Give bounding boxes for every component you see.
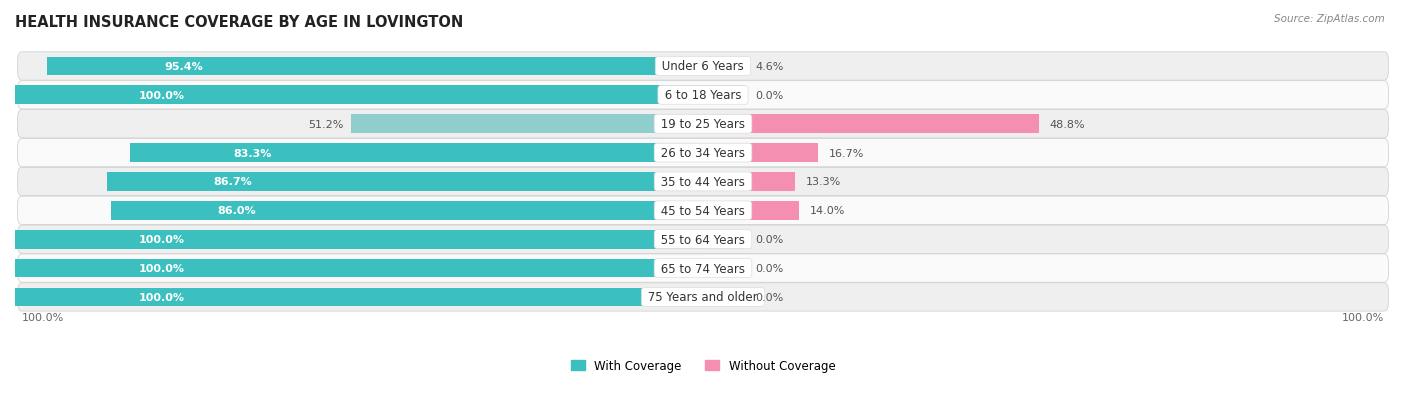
Bar (703, 259, 744, 278)
Bar (129, 144, 703, 163)
Bar (111, 202, 703, 220)
Bar (703, 173, 794, 191)
Text: 0.0%: 0.0% (755, 90, 783, 101)
Text: 86.0%: 86.0% (218, 206, 256, 216)
Bar (46, 57, 703, 76)
Text: Source: ZipAtlas.com: Source: ZipAtlas.com (1274, 14, 1385, 24)
Text: 0.0%: 0.0% (755, 235, 783, 244)
Text: 100.0%: 100.0% (1341, 312, 1384, 323)
Text: 0.0%: 0.0% (755, 263, 783, 273)
Bar (703, 86, 744, 105)
Text: 75 Years and older: 75 Years and older (644, 291, 762, 304)
Bar (703, 288, 744, 306)
Bar (703, 115, 1039, 134)
Bar (15, 230, 703, 249)
Text: 100.0%: 100.0% (139, 90, 184, 101)
FancyBboxPatch shape (18, 225, 1388, 254)
FancyBboxPatch shape (18, 197, 1388, 225)
Text: 13.3%: 13.3% (806, 177, 841, 187)
Bar (15, 86, 703, 105)
Text: 100.0%: 100.0% (22, 312, 65, 323)
Bar (703, 202, 800, 220)
FancyBboxPatch shape (18, 254, 1388, 282)
Text: 83.3%: 83.3% (233, 148, 271, 158)
Text: HEALTH INSURANCE COVERAGE BY AGE IN LOVINGTON: HEALTH INSURANCE COVERAGE BY AGE IN LOVI… (15, 15, 463, 30)
Text: 95.4%: 95.4% (165, 62, 204, 72)
Bar (350, 115, 703, 134)
Text: 65 to 74 Years: 65 to 74 Years (657, 262, 749, 275)
Text: 26 to 34 Years: 26 to 34 Years (657, 147, 749, 160)
Text: 14.0%: 14.0% (810, 206, 845, 216)
Text: 0.0%: 0.0% (755, 292, 783, 302)
Bar (703, 144, 818, 163)
Text: 4.6%: 4.6% (755, 62, 783, 72)
FancyBboxPatch shape (18, 139, 1388, 167)
Text: 86.7%: 86.7% (214, 177, 253, 187)
Text: 48.8%: 48.8% (1050, 119, 1085, 129)
Text: 35 to 44 Years: 35 to 44 Years (657, 176, 749, 188)
FancyBboxPatch shape (18, 53, 1388, 81)
Text: Under 6 Years: Under 6 Years (658, 60, 748, 73)
FancyBboxPatch shape (18, 283, 1388, 311)
Bar (15, 288, 703, 306)
FancyBboxPatch shape (18, 110, 1388, 138)
Text: 16.7%: 16.7% (830, 148, 865, 158)
Text: 45 to 54 Years: 45 to 54 Years (657, 204, 749, 217)
FancyBboxPatch shape (18, 168, 1388, 196)
Text: 100.0%: 100.0% (139, 292, 184, 302)
Bar (703, 230, 744, 249)
Bar (703, 57, 744, 76)
Bar (107, 173, 703, 191)
Text: 51.2%: 51.2% (308, 119, 344, 129)
Text: 6 to 18 Years: 6 to 18 Years (661, 89, 745, 102)
Bar (15, 259, 703, 278)
Text: 100.0%: 100.0% (139, 263, 184, 273)
Text: 19 to 25 Years: 19 to 25 Years (657, 118, 749, 131)
Legend: With Coverage, Without Coverage: With Coverage, Without Coverage (571, 359, 835, 372)
FancyBboxPatch shape (18, 81, 1388, 110)
Text: 55 to 64 Years: 55 to 64 Years (657, 233, 749, 246)
Text: 100.0%: 100.0% (139, 235, 184, 244)
